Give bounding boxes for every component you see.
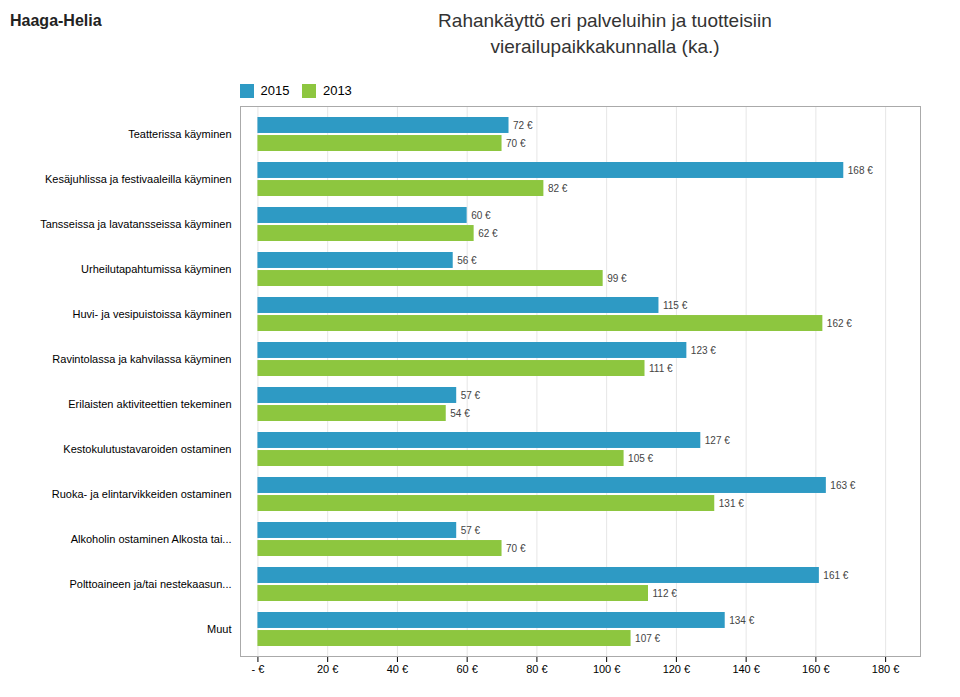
svg-text:123 €: 123 € — [691, 345, 716, 356]
svg-text:80 €: 80 € — [526, 663, 547, 675]
svg-text:57 €: 57 € — [461, 390, 481, 401]
html-text:Rahankäyttö eri palveluihin ja: Rahankäyttö eri palveluihin ja tuotteisi… — [438, 10, 772, 31]
svg-text:Tansseissa ja lavatansseissa k: Tansseissa ja lavatansseissa käyminen — [40, 218, 231, 230]
svg-text:Muut: Muut — [207, 623, 231, 635]
svg-text:120 €: 120 € — [663, 663, 691, 675]
svg-text:99 €: 99 € — [607, 273, 627, 284]
svg-text:- €: - € — [252, 663, 265, 675]
svg-text:Alkoholin ostaminen Alkosta ta: Alkoholin ostaminen Alkosta tai... — [71, 533, 232, 545]
svg-text:Erilaisten aktiviteettien teke: Erilaisten aktiviteettien tekeminen — [68, 398, 231, 410]
svg-text:72 €: 72 € — [513, 120, 533, 131]
svg-text:54 €: 54 € — [450, 408, 470, 419]
html-text:2013: 2013 — [322, 83, 352, 98]
svg-text:40 €: 40 € — [387, 663, 408, 675]
html-text:Haaga-Helia: Haaga-Helia — [10, 12, 102, 29]
svg-text:140 €: 140 € — [732, 663, 760, 675]
svg-text:Huvi- ja vesipuistoissa käymin: Huvi- ja vesipuistoissa käyminen — [73, 308, 232, 320]
svg-text:131 €: 131 € — [719, 498, 744, 509]
svg-text:62 €: 62 € — [478, 228, 498, 239]
svg-text:70 €: 70 € — [506, 138, 526, 149]
svg-text:82 €: 82 € — [548, 183, 568, 194]
svg-text:161 €: 161 € — [823, 570, 848, 581]
svg-text:20 €: 20 € — [317, 663, 338, 675]
html-text:2015: 2015 — [260, 83, 290, 98]
svg-text:Ravintolassa ja kahvilassa käy: Ravintolassa ja kahvilassa käyminen — [52, 353, 231, 365]
svg-text:168 €: 168 € — [848, 165, 873, 176]
svg-text:56 €: 56 € — [457, 255, 477, 266]
svg-text:112 €: 112 € — [653, 588, 678, 599]
svg-text:60 €: 60 € — [471, 210, 491, 221]
html-text:vierailupaikkakunnalla (ka.): vierailupaikkakunnalla (ka.) — [490, 36, 720, 57]
svg-text:180 €: 180 € — [872, 663, 900, 675]
svg-text:162 €: 162 € — [827, 318, 852, 329]
svg-text:60 €: 60 € — [456, 663, 477, 675]
svg-text:105 €: 105 € — [628, 453, 653, 464]
svg-text:134 €: 134 € — [729, 615, 754, 626]
svg-text:160 €: 160 € — [802, 663, 830, 675]
svg-text:Polttoaineen ja/tai nestekaasu: Polttoaineen ja/tai nestekaasun... — [69, 578, 231, 590]
svg-text:107 €: 107 € — [635, 633, 660, 644]
svg-text:Urheilutapahtumissa käyminen: Urheilutapahtumissa käyminen — [81, 263, 231, 275]
svg-text:Ruoka- ja elintarvikkeiden ost: Ruoka- ja elintarvikkeiden ostaminen — [52, 488, 232, 500]
svg-text:115 €: 115 € — [663, 300, 688, 311]
svg-text:Kestokulutustavaroiden ostamin: Kestokulutustavaroiden ostaminen — [63, 443, 231, 455]
svg-text:100 €: 100 € — [593, 663, 621, 675]
svg-text:111 €: 111 € — [649, 363, 673, 374]
svg-text:127 €: 127 € — [705, 435, 730, 446]
svg-text:Kesäjuhlissa ja festivaaleilla: Kesäjuhlissa ja festivaaleilla käyminen — [45, 173, 231, 185]
svg-text:70 €: 70 € — [506, 543, 526, 554]
svg-text:163 €: 163 € — [830, 480, 855, 491]
svg-text:Teatterissa käyminen: Teatterissa käyminen — [128, 128, 231, 140]
svg-text:57 €: 57 € — [461, 525, 481, 536]
